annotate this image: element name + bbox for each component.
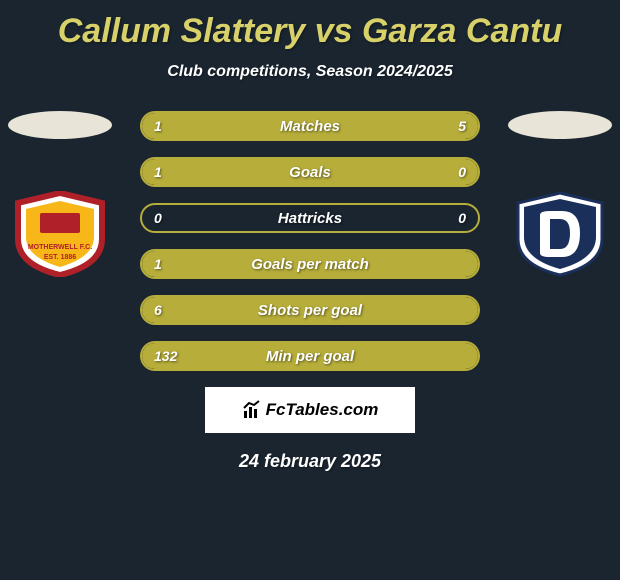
- subtitle: Club competitions, Season 2024/2025: [0, 63, 620, 81]
- stat-label: Goals per match: [142, 251, 478, 277]
- player-right-column: FC: [500, 111, 620, 277]
- stat-label: Goals: [142, 159, 478, 185]
- chart-icon: [242, 400, 262, 420]
- svg-text:EST. 1886: EST. 1886: [44, 254, 76, 261]
- brand-text: FcTables.com: [266, 400, 379, 420]
- club-badge-left: MOTHERWELL F.C. EST. 1886: [10, 191, 110, 277]
- club-badge-right: FC: [510, 191, 610, 277]
- motherwell-badge-icon: MOTHERWELL F.C. EST. 1886: [10, 191, 110, 277]
- stat-label: Hattricks: [142, 205, 478, 231]
- stat-bars: 15Matches 10Goals 00Hattricks 1Goals per ma…: [140, 111, 480, 387]
- stat-label: Matches: [142, 113, 478, 139]
- stat-row: 1Goals per match: [140, 249, 480, 279]
- stat-row: 00Hattricks: [140, 203, 480, 233]
- player-left-avatar-placeholder: [8, 111, 112, 139]
- dundee-badge-icon: FC: [510, 191, 610, 277]
- date-text: 24 february 2025: [0, 451, 620, 472]
- page-title: Callum Slattery vs Garza Cantu: [0, 0, 620, 51]
- stat-row: 6Shots per goal: [140, 295, 480, 325]
- stat-row: 15Matches: [140, 111, 480, 141]
- svg-text:MOTHERWELL F.C.: MOTHERWELL F.C.: [28, 244, 92, 251]
- player-right-avatar-placeholder: [508, 111, 612, 139]
- stat-row: 132Min per goal: [140, 341, 480, 371]
- svg-text:FC: FC: [553, 230, 566, 241]
- stat-label: Shots per goal: [142, 297, 478, 323]
- player-left-column: MOTHERWELL F.C. EST. 1886: [0, 111, 120, 277]
- comparison-area: MOTHERWELL F.C. EST. 1886 FC 15Matches 10…: [0, 111, 620, 381]
- brand-logo: FcTables.com: [205, 387, 415, 433]
- stat-label: Min per goal: [142, 343, 478, 369]
- stat-row: 10Goals: [140, 157, 480, 187]
